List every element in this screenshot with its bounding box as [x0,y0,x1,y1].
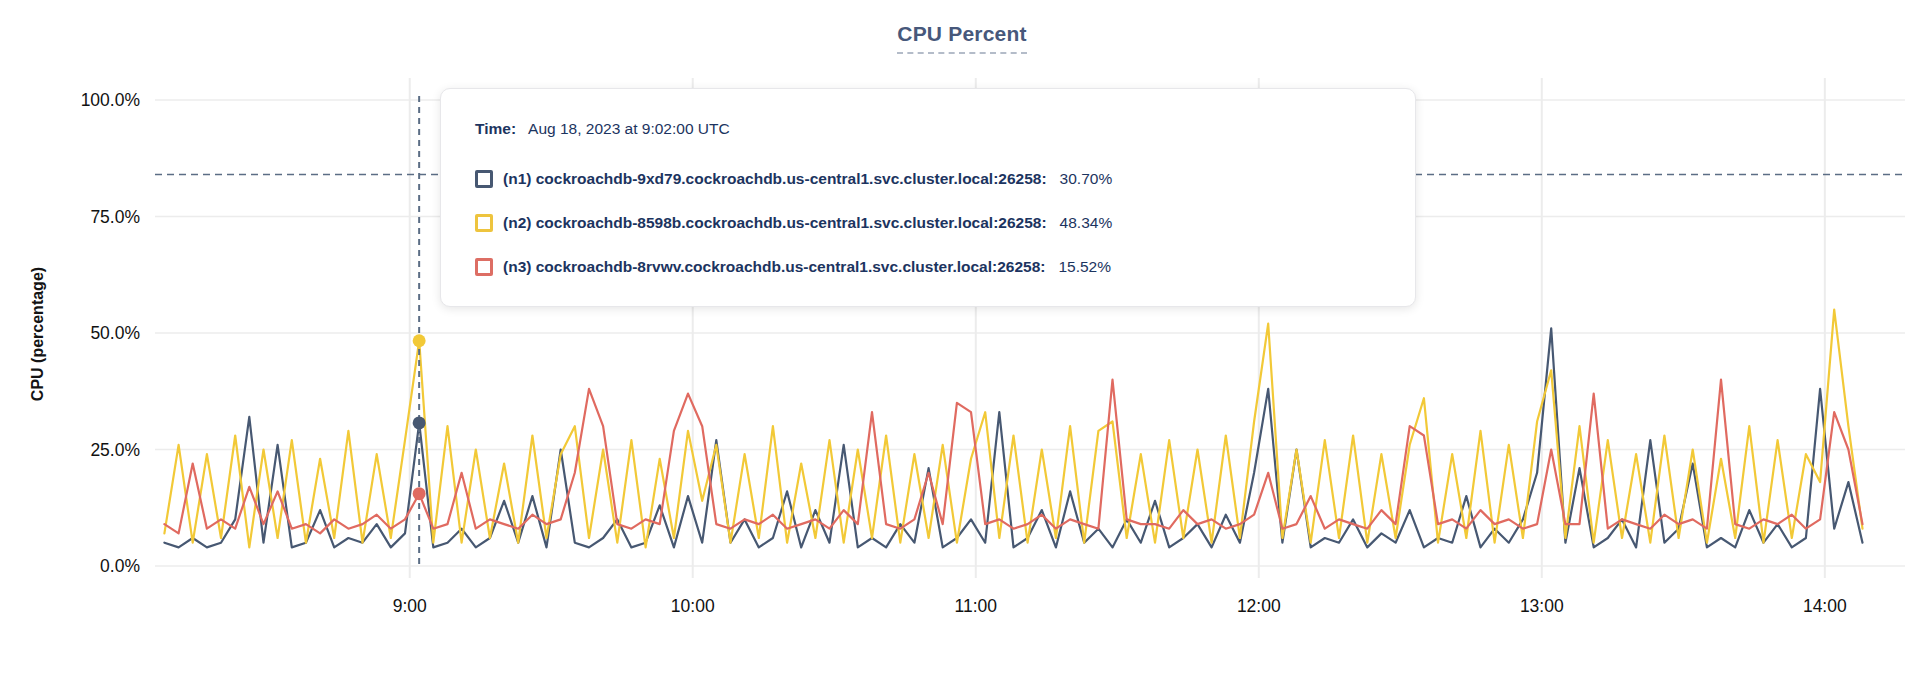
x-tick-label: 10:00 [671,596,715,616]
cpu-percent-chart-panel: CPU Percent CPU (percentage) 0.0%25.0%50… [0,0,1924,694]
hover-dot-n1 [413,416,426,429]
n1-series-swatch-icon [475,170,493,188]
tooltip-time-row: Time: Aug 18, 2023 at 9:02:00 UTC [475,120,1375,138]
tooltip-series-value: 15.52% [1058,258,1111,276]
tooltip-series-label: (n1) cockroachdb-9xd79.cockroachdb.us-ce… [503,170,1047,188]
x-tick-label: 12:00 [1237,596,1281,616]
tooltip-time-label: Time: [475,120,516,137]
n3-series-swatch-icon [475,258,493,276]
tooltip-series-row: (n2) cockroachdb-8598b.cockroachdb.us-ce… [475,214,1375,232]
tooltip-series-row: (n3) cockroachdb-8rvwv.cockroachdb.us-ce… [475,258,1375,276]
tooltip-series-label: (n2) cockroachdb-8598b.cockroachdb.us-ce… [503,214,1047,232]
tooltip-series-value: 48.34% [1060,214,1113,232]
series-line-n3 [164,380,1862,534]
y-tick-label: 100.0% [81,90,140,110]
x-tick-label: 11:00 [955,596,998,616]
tooltip-series-row: (n1) cockroachdb-9xd79.cockroachdb.us-ce… [475,170,1375,188]
tooltip-series-value: 30.70% [1060,170,1113,188]
hover-tooltip: Time: Aug 18, 2023 at 9:02:00 UTC (n1) co… [440,88,1416,307]
tooltip-time-value: Aug 18, 2023 at 9:02:00 UTC [528,120,730,137]
hover-dot-n3 [413,487,426,500]
n2-series-swatch-icon [475,214,493,232]
y-tick-label: 25.0% [90,440,140,460]
x-tick-label: 9:00 [393,596,427,616]
tooltip-series-label: (n3) cockroachdb-8rvwv.cockroachdb.us-ce… [503,258,1045,276]
hover-dot-n2 [413,334,426,347]
y-tick-label: 50.0% [90,323,140,343]
x-tick-label: 14:00 [1803,596,1847,616]
y-tick-label: 75.0% [90,207,140,227]
x-tick-label: 13:00 [1520,596,1564,616]
y-tick-label: 0.0% [100,556,140,576]
